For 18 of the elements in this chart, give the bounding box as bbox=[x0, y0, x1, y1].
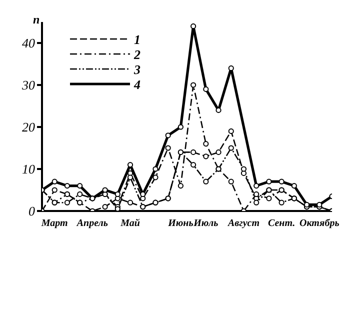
legend-label: 3 bbox=[133, 62, 141, 77]
x-tick-label: Апрель bbox=[76, 218, 108, 230]
legend-label: 2 bbox=[133, 47, 141, 62]
x-tick-label: Июнь bbox=[167, 218, 194, 230]
y-tick-label: 0 bbox=[28, 204, 36, 219]
x-tick-label: Июль bbox=[192, 218, 219, 230]
x-tick-label: Август bbox=[226, 218, 260, 230]
y-tick-label: 10 bbox=[22, 162, 36, 177]
x-tick-label: Март bbox=[40, 218, 68, 230]
y-axis-title: n bbox=[33, 12, 40, 27]
x-tick-label: Май bbox=[120, 218, 140, 230]
x-tick-label: Октябрь bbox=[300, 218, 340, 230]
y-tick-label: 30 bbox=[21, 78, 36, 93]
x-tick-label: Сент. bbox=[268, 218, 296, 230]
y-tick-label: 20 bbox=[22, 120, 36, 135]
legend-label: 4 bbox=[133, 77, 141, 92]
legend-label: 1 bbox=[134, 32, 140, 47]
y-tick-label: 40 bbox=[22, 36, 36, 51]
